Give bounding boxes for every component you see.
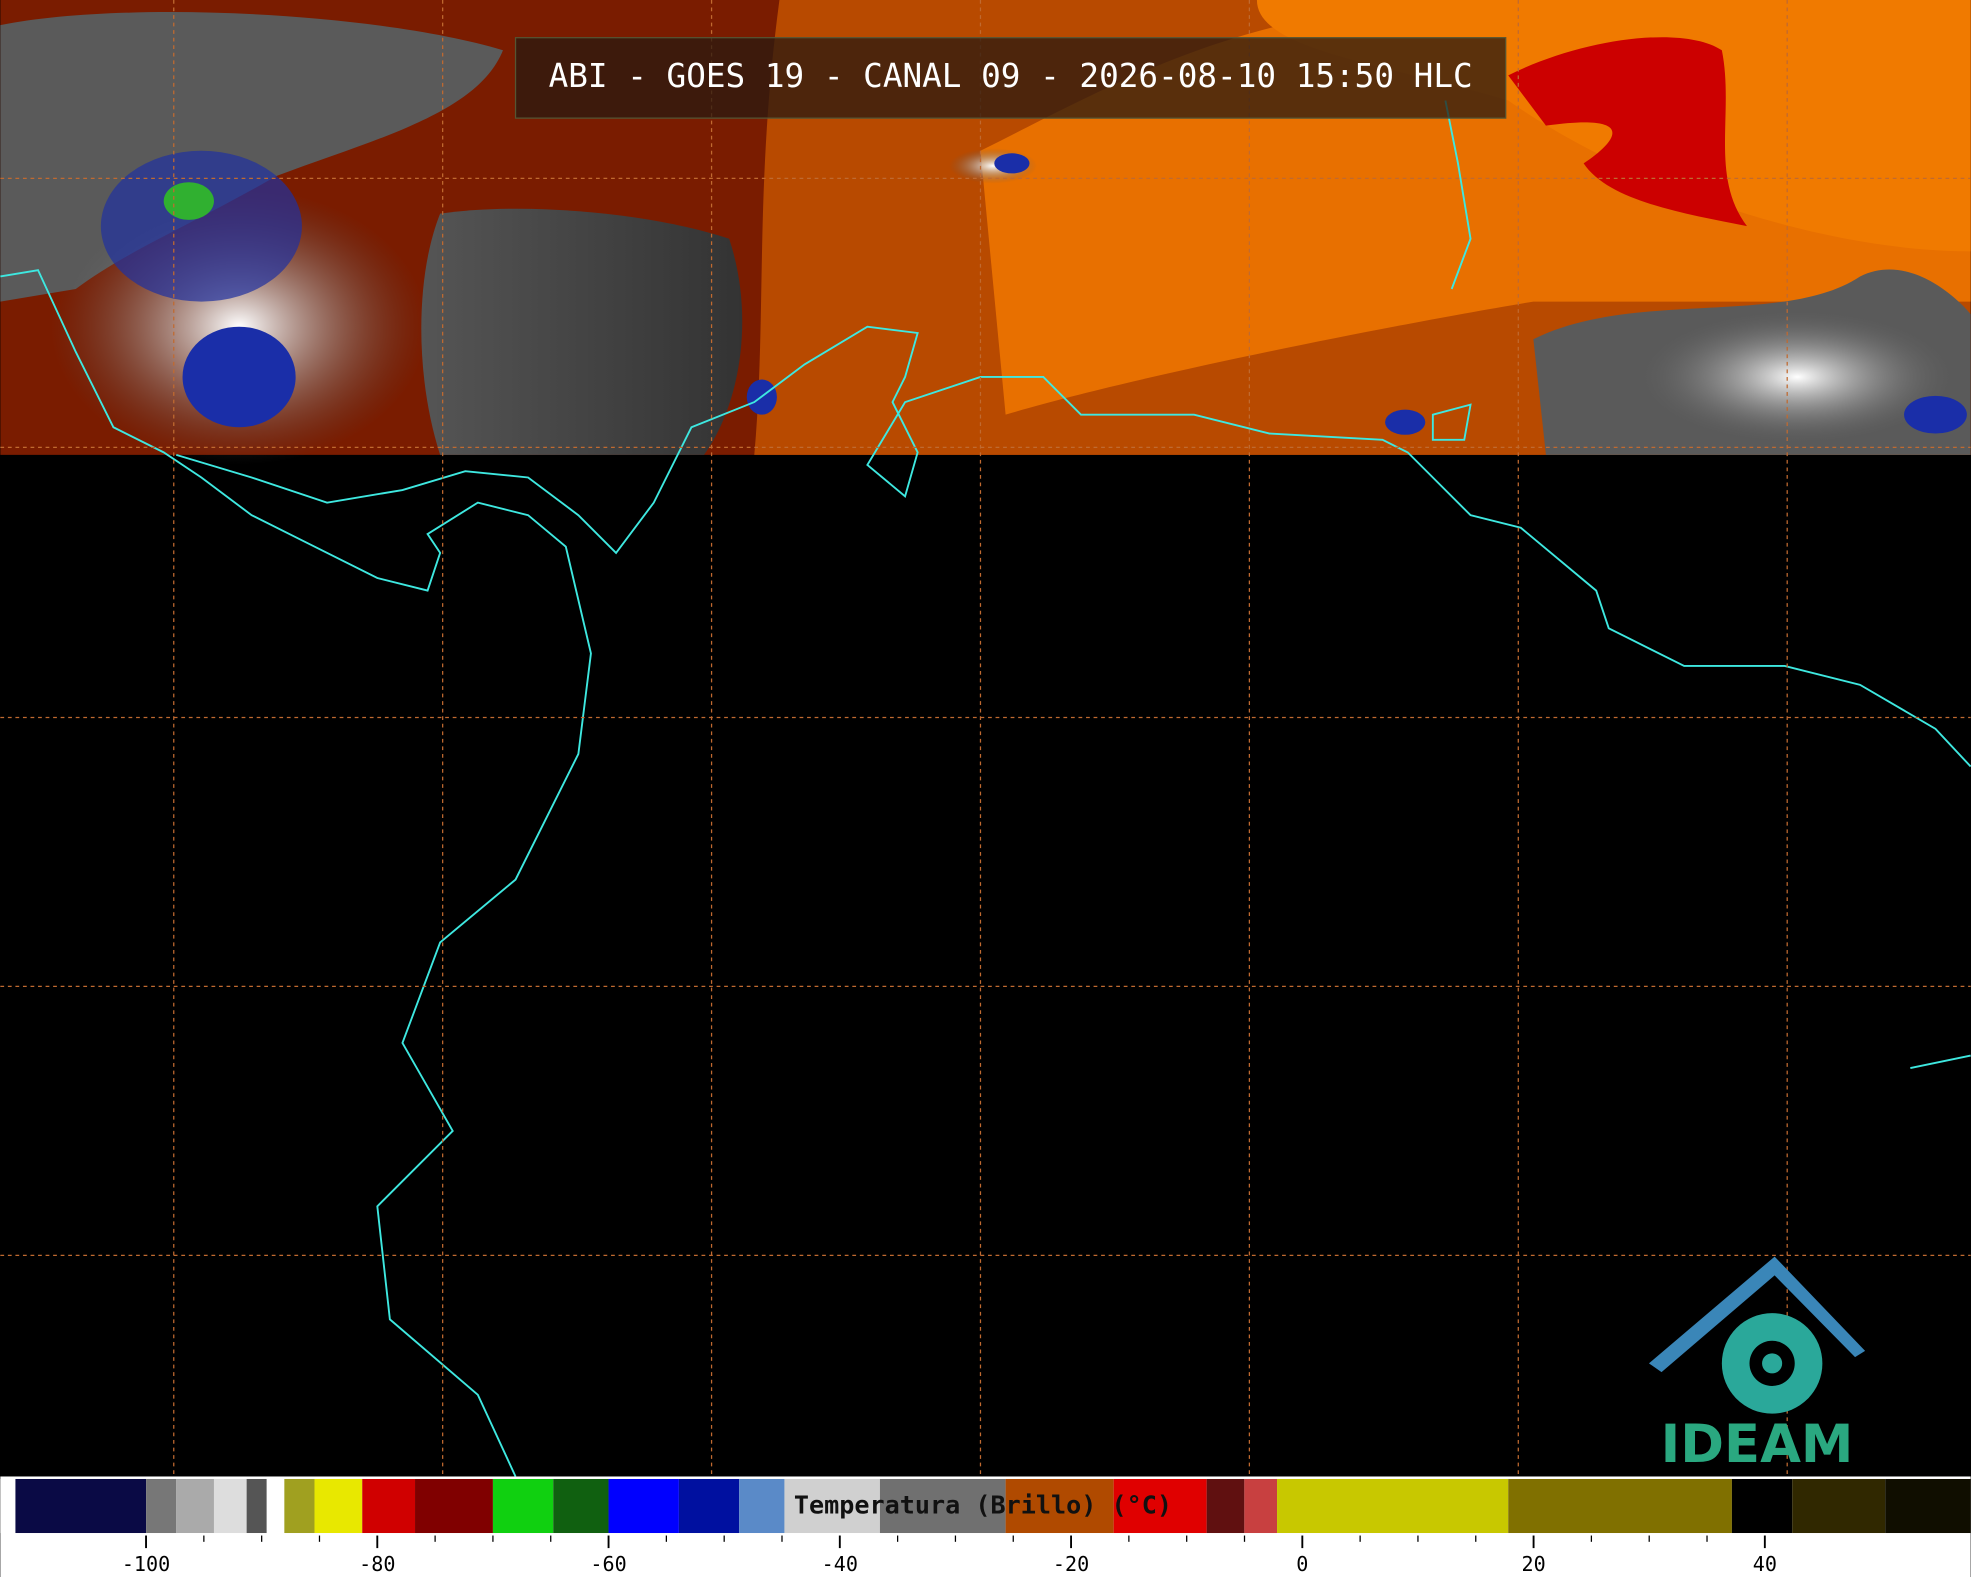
colorbar-axis: -100 -80 -60 -40 -20 0 20 40: [122, 1535, 1777, 1576]
colorbar-segment: [1005, 1478, 1114, 1534]
colorbar-segment: [15, 1478, 147, 1534]
colorbar-segment: [314, 1478, 363, 1534]
tick-label: -100: [122, 1552, 170, 1576]
tick-label: -60: [590, 1552, 626, 1576]
colorbar-segment: [608, 1478, 679, 1534]
colorbar-segment: [1277, 1478, 1509, 1534]
colorbar-segment: [739, 1478, 785, 1534]
lat-lon-grid: [0, 0, 1971, 1477]
colorbar-segment: [1244, 1478, 1278, 1534]
colorbar-segment: [553, 1478, 609, 1534]
colorbar-segment: [784, 1478, 880, 1534]
title: ABI - GOES 19 - CANAL 09 - 2026-08-10 15…: [549, 57, 1473, 95]
coastlines: [0, 100, 1971, 1477]
colorbar-segment: [678, 1478, 740, 1534]
tick-label: 40: [1753, 1552, 1777, 1576]
colorbar-segment: [146, 1478, 177, 1534]
tick-label: -40: [822, 1552, 858, 1576]
tick-label: 20: [1521, 1552, 1545, 1576]
colorbar-segment: [492, 1478, 554, 1534]
colorbar-segment: [1508, 1478, 1732, 1534]
colorbar-segment: [266, 1478, 285, 1534]
tick-label: 0: [1296, 1552, 1308, 1576]
colorbar: [0, 1478, 1971, 1534]
colorbar-segment: [284, 1478, 315, 1534]
colorbar-segment: [415, 1478, 493, 1534]
colorbar-segment: [879, 1478, 1006, 1534]
colorbar-segment: [246, 1478, 267, 1534]
title-box: [514, 37, 1507, 119]
colorbar-segment: [1731, 1478, 1793, 1534]
colorbar-segment: [362, 1478, 416, 1534]
colorbar-segment: [0, 1478, 16, 1534]
colorbar-segment: [176, 1478, 214, 1534]
colorbar-segment: [1792, 1478, 1886, 1534]
logo-text: IDEAM: [1661, 1414, 1854, 1475]
imagery: [0, 0, 1971, 465]
colorbar-segment: [1206, 1478, 1245, 1534]
colorbar-label: Temperatura (Brillo) (°C): [794, 1491, 1172, 1520]
colorbar-segment: [1113, 1478, 1207, 1534]
tick-label: -80: [359, 1552, 395, 1576]
colorbar-segment: [1885, 1478, 1971, 1534]
tick-label: -20: [1053, 1552, 1089, 1576]
colorbar-segment: [213, 1478, 247, 1534]
logo: IDEAM: [1648, 1256, 1866, 1475]
